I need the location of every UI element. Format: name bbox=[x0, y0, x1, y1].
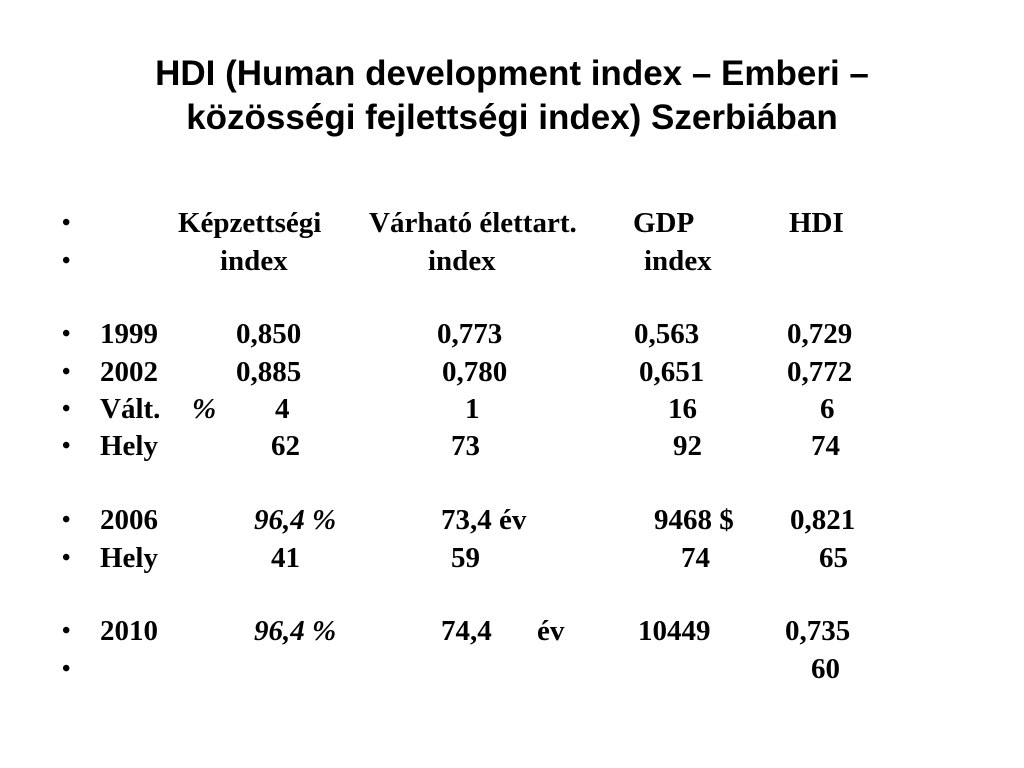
title-line-1: HDI (Human development index – Emberi – bbox=[155, 54, 869, 93]
table-cell: Hely bbox=[100, 430, 158, 462]
bullet-icon: • bbox=[62, 433, 71, 459]
table-cell: 41 bbox=[271, 542, 300, 574]
table-cell: 60 bbox=[811, 653, 840, 685]
table-cell: 0,772 bbox=[787, 356, 853, 388]
table-cell: 0,780 bbox=[442, 356, 508, 388]
table-row: • 2002 0,885 0,780 0,651 0,772 bbox=[0, 355, 1024, 389]
table-cell: 9468 $ bbox=[654, 504, 734, 536]
bullet-icon: • bbox=[62, 248, 71, 274]
table-row: • 2010 96,4 % 74,4 év 10449 0,735 bbox=[0, 614, 1024, 648]
table-row: • 60 bbox=[0, 652, 1024, 686]
table-cell: 96,4 % bbox=[254, 504, 337, 536]
table-cell: 4 bbox=[275, 393, 290, 425]
bullet-icon: • bbox=[62, 210, 71, 236]
table-cell: index bbox=[644, 245, 712, 277]
bullet-icon: • bbox=[62, 545, 71, 571]
table-row: • Képzettségi Várható élettart. GDP HDI bbox=[0, 206, 1024, 240]
table-cell: Hely bbox=[100, 542, 158, 574]
slide-title: HDI (Human development index – Emberi – … bbox=[40, 52, 984, 140]
table-cell: 1999 bbox=[100, 318, 158, 350]
table-row: • index index index bbox=[0, 244, 1024, 278]
table-row: • Hely 62 73 92 74 bbox=[0, 429, 1024, 463]
table-cell: 1 bbox=[465, 393, 480, 425]
table-cell: % bbox=[192, 393, 217, 425]
table-row: • 1999 0,850 0,773 0,563 0,729 bbox=[0, 317, 1024, 351]
table-cell: 0,735 bbox=[785, 615, 851, 647]
bullet-icon: • bbox=[62, 618, 71, 644]
table-cell: 0,729 bbox=[787, 318, 853, 350]
table-cell: 0,821 bbox=[790, 504, 856, 536]
table-cell: index bbox=[220, 245, 288, 277]
table-cell: Képzettségi bbox=[178, 207, 322, 239]
table-row: • 2006 96,4 % 73,4 év 9468 $ 0,821 bbox=[0, 503, 1024, 537]
table-cell: 74,4 bbox=[441, 615, 492, 647]
bullet-icon: • bbox=[62, 656, 71, 682]
table-row: • Vált.% 4 1 16 6 bbox=[0, 392, 1024, 426]
table-cell: 0,651 bbox=[639, 356, 705, 388]
table-cell: 74 bbox=[681, 542, 710, 574]
table-cell: HDI bbox=[789, 207, 844, 239]
table-cell: 6 bbox=[820, 393, 835, 425]
table-cell: 96,4 % bbox=[254, 615, 337, 647]
table-cell: 73 bbox=[451, 430, 480, 462]
table-cell: 2002 bbox=[100, 356, 158, 388]
table-cell: 0,563 bbox=[634, 318, 700, 350]
table-cell: 0,885 bbox=[236, 356, 302, 388]
table-cell: 62 bbox=[271, 430, 300, 462]
bullet-icon: • bbox=[62, 396, 71, 422]
table-cell: GDP bbox=[633, 207, 695, 239]
table-cell: 16 bbox=[668, 393, 697, 425]
title-line-2: közösségi fejlettségi index) Szerbiában bbox=[186, 98, 838, 137]
bullet-icon: • bbox=[62, 359, 71, 385]
table-cell: év bbox=[537, 615, 565, 647]
table-cell: 74 bbox=[811, 430, 840, 462]
table-cell: 65 bbox=[819, 542, 848, 574]
table-cell: 73,4 év bbox=[441, 504, 527, 536]
table-cell: Vált. bbox=[100, 393, 161, 425]
table-cell: 2010 bbox=[100, 615, 158, 647]
bullet-icon: • bbox=[62, 321, 71, 347]
table-cell: 2006 bbox=[100, 504, 158, 536]
table-cell: 0,850 bbox=[236, 318, 302, 350]
table-cell: Várható élettart. bbox=[369, 207, 577, 239]
table-cell: index bbox=[428, 245, 496, 277]
table-cell: 0,773 bbox=[437, 318, 503, 350]
table-cell: 10449 bbox=[638, 615, 711, 647]
table-cell: 59 bbox=[451, 542, 480, 574]
table-cell: 92 bbox=[673, 430, 702, 462]
bullet-icon: • bbox=[62, 507, 71, 533]
table-row: • Hely 41 59 74 65 bbox=[0, 541, 1024, 575]
